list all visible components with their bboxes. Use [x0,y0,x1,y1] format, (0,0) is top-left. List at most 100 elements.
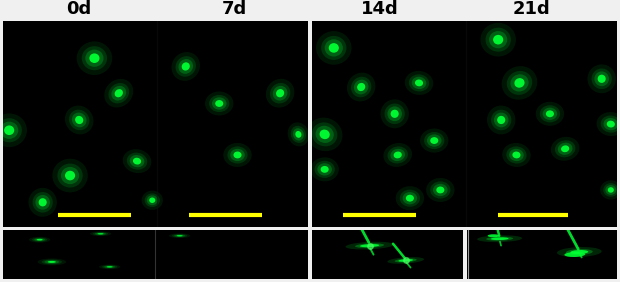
Ellipse shape [355,243,384,248]
Ellipse shape [72,113,87,127]
Ellipse shape [127,153,148,170]
Ellipse shape [384,103,405,124]
Ellipse shape [104,266,115,268]
Ellipse shape [388,257,424,264]
Ellipse shape [515,78,525,88]
Ellipse shape [102,265,117,268]
Ellipse shape [212,97,226,110]
Ellipse shape [288,122,309,146]
Ellipse shape [112,86,126,101]
Ellipse shape [48,261,56,263]
Ellipse shape [415,80,423,86]
Ellipse shape [591,69,612,89]
Ellipse shape [430,181,451,199]
Ellipse shape [536,102,564,126]
Ellipse shape [420,129,448,153]
Ellipse shape [329,43,339,53]
Ellipse shape [38,258,66,265]
Ellipse shape [596,112,620,136]
Ellipse shape [502,66,538,100]
Ellipse shape [266,79,294,107]
Ellipse shape [477,235,522,242]
Ellipse shape [487,105,515,134]
Ellipse shape [230,149,245,161]
Ellipse shape [598,75,606,83]
Ellipse shape [45,260,59,264]
Ellipse shape [603,118,618,130]
Ellipse shape [307,118,342,151]
Ellipse shape [316,31,352,65]
Ellipse shape [345,242,394,250]
Ellipse shape [177,235,183,236]
Ellipse shape [561,145,569,152]
Ellipse shape [147,195,157,205]
Ellipse shape [312,122,337,146]
Ellipse shape [510,74,529,92]
Ellipse shape [32,192,53,213]
Ellipse shape [179,59,193,74]
Ellipse shape [115,89,123,97]
Ellipse shape [42,259,62,265]
Ellipse shape [0,118,22,142]
Ellipse shape [546,110,554,117]
Ellipse shape [99,265,120,269]
Ellipse shape [291,126,306,143]
Ellipse shape [486,237,513,241]
Ellipse shape [58,164,82,188]
Ellipse shape [37,239,43,241]
Ellipse shape [133,158,141,165]
Text: 21d: 21d [513,0,551,18]
Ellipse shape [34,238,45,241]
Ellipse shape [493,35,503,45]
Ellipse shape [354,80,368,94]
Ellipse shape [557,247,601,257]
Ellipse shape [295,131,301,138]
Ellipse shape [276,89,284,97]
Ellipse shape [558,143,572,155]
Ellipse shape [430,137,438,144]
Ellipse shape [273,86,288,101]
Ellipse shape [351,77,371,97]
Ellipse shape [29,188,57,217]
Ellipse shape [209,95,229,112]
Ellipse shape [141,191,163,210]
Ellipse shape [564,252,585,257]
Ellipse shape [311,157,339,181]
Ellipse shape [321,36,347,60]
Ellipse shape [75,116,83,124]
Ellipse shape [123,149,151,173]
Ellipse shape [485,28,511,52]
Ellipse shape [172,234,187,237]
Ellipse shape [360,244,379,247]
Ellipse shape [406,195,414,202]
Ellipse shape [86,50,104,67]
Ellipse shape [107,266,113,268]
Ellipse shape [502,143,531,167]
Ellipse shape [35,195,50,210]
Ellipse shape [357,83,365,91]
Ellipse shape [507,71,532,95]
Ellipse shape [321,166,329,173]
Ellipse shape [402,192,417,204]
Ellipse shape [608,187,614,193]
Ellipse shape [409,74,429,91]
Ellipse shape [0,122,19,139]
Ellipse shape [149,197,155,203]
Ellipse shape [507,146,526,164]
Ellipse shape [512,151,521,158]
Ellipse shape [396,186,424,210]
Ellipse shape [426,178,454,202]
Ellipse shape [605,185,616,195]
Ellipse shape [316,126,334,143]
Ellipse shape [388,106,402,121]
Ellipse shape [61,167,79,184]
Ellipse shape [388,146,408,164]
Ellipse shape [490,237,508,240]
Ellipse shape [487,234,500,237]
Ellipse shape [395,258,417,263]
Ellipse shape [542,108,557,120]
Ellipse shape [412,77,427,89]
Ellipse shape [95,233,106,235]
Ellipse shape [77,41,112,75]
Ellipse shape [319,129,330,139]
